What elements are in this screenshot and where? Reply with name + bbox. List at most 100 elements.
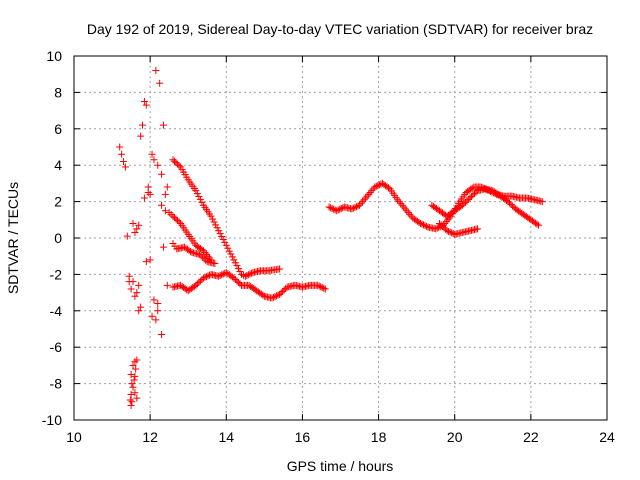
track-point [312,281,320,289]
data-point [129,219,137,227]
x-tick-label: 14 [218,429,234,445]
data-point [128,380,136,388]
track-point [351,203,359,211]
track-point [183,228,191,236]
track-point [392,194,400,202]
data-point [129,361,137,369]
track-point [419,221,427,229]
track-point [406,210,414,218]
data-point [148,150,156,158]
data-point [140,98,148,105]
track-point [195,193,203,201]
track-point [213,224,221,232]
data-point [118,150,126,158]
track-point [446,228,454,236]
track-point [277,289,285,297]
track-point [279,288,287,296]
track-point [395,198,403,206]
track-point [407,212,415,220]
data-point [128,398,136,406]
data-point [401,205,409,213]
track-point [403,207,411,215]
track-point [472,225,480,233]
track-point [362,194,370,202]
track-point [368,187,376,195]
track-point [461,198,469,206]
track-point [271,293,279,301]
track-point [201,273,209,281]
x-tick-label: 22 [523,429,539,445]
track-point [175,282,183,290]
data-point [356,201,364,209]
x-tick-label: 10 [66,429,82,445]
track-point [189,284,197,292]
data-point [119,158,127,166]
track-point [440,210,448,218]
y-tick-label: 10 [46,48,62,64]
track-point [218,271,226,279]
data-point [130,376,138,384]
track-point [357,199,365,207]
track-point [383,183,391,191]
track-point [464,227,472,235]
track-point [209,259,217,267]
track-point [250,285,258,293]
data-point [140,194,148,202]
data-point [325,203,333,211]
track-point [280,286,288,294]
track-point [349,204,357,212]
data-point [121,163,129,171]
data-point [154,307,162,315]
y-tick-label: 0 [54,230,62,246]
data-point [158,330,166,338]
track-point [228,253,236,261]
track-point [464,195,472,203]
track-point [227,250,235,258]
x-tick-label: 16 [295,429,311,445]
data-point [443,227,451,235]
data-point [161,190,169,198]
track-point [227,272,235,280]
track-point [533,220,541,228]
track-point [174,217,182,225]
track-point [421,222,429,230]
track-point [199,253,207,261]
track-point [469,191,477,199]
track-point [384,184,392,192]
data-point [435,219,443,227]
data-points [116,67,546,409]
data-point [133,394,141,402]
track-point [366,189,374,196]
data-point [159,243,167,251]
track-point [463,197,471,205]
track-point [531,219,539,227]
track-point [334,206,342,214]
track-point [244,271,252,279]
data-point [133,289,141,297]
track-point [174,160,182,168]
track-point [212,221,220,229]
data-point [158,201,166,209]
data-point [139,121,147,129]
track-point [233,262,241,270]
track-point [171,214,179,222]
track-point [273,292,281,300]
y-tick-label: -2 [50,266,63,282]
track-point [193,190,201,198]
x-axis: 10 12 14 16 18 20 22 24 [66,56,615,445]
data-point [131,292,139,300]
data-point [146,256,154,264]
data-point [161,207,169,215]
track-point [202,256,210,264]
data-point [150,156,158,164]
track-point [234,278,242,286]
track-point [372,182,380,190]
track-point [398,201,406,209]
track-point [196,277,204,285]
data-point [123,232,131,240]
track-point [243,271,251,279]
track-point [400,203,408,211]
data-point [321,285,329,293]
track-point [233,277,241,285]
y-tick-label: -10 [42,412,62,428]
